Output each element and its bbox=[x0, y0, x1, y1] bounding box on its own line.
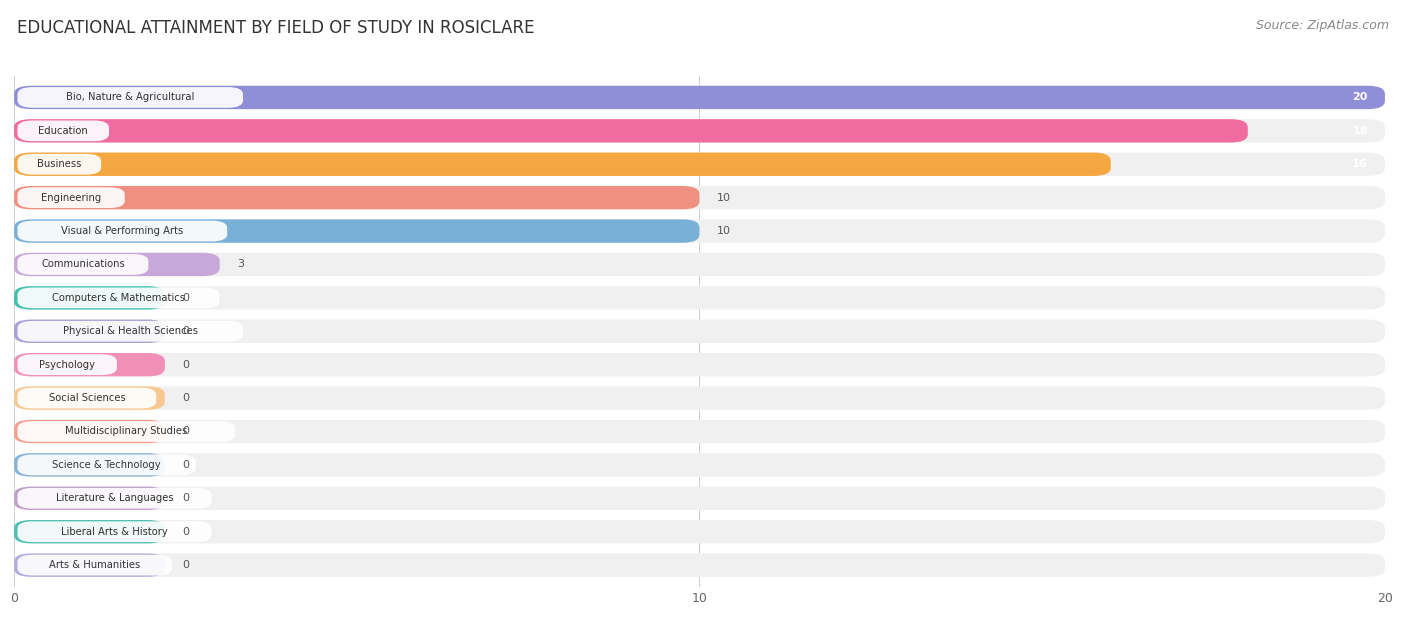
FancyBboxPatch shape bbox=[14, 553, 165, 577]
FancyBboxPatch shape bbox=[14, 86, 1385, 109]
FancyBboxPatch shape bbox=[17, 555, 172, 575]
FancyBboxPatch shape bbox=[14, 386, 1385, 410]
Text: 20: 20 bbox=[1353, 92, 1368, 102]
FancyBboxPatch shape bbox=[17, 387, 156, 408]
FancyBboxPatch shape bbox=[14, 319, 1385, 343]
FancyBboxPatch shape bbox=[14, 220, 700, 243]
FancyBboxPatch shape bbox=[14, 220, 1385, 243]
FancyBboxPatch shape bbox=[14, 453, 165, 476]
Text: Multidisciplinary Studies: Multidisciplinary Studies bbox=[65, 427, 187, 437]
Text: Education: Education bbox=[38, 126, 89, 136]
FancyBboxPatch shape bbox=[17, 321, 243, 341]
Text: Source: ZipAtlas.com: Source: ZipAtlas.com bbox=[1256, 19, 1389, 32]
Text: Arts & Humanities: Arts & Humanities bbox=[49, 560, 141, 570]
FancyBboxPatch shape bbox=[14, 520, 1385, 543]
Text: Computers & Mathematics: Computers & Mathematics bbox=[52, 293, 186, 303]
FancyBboxPatch shape bbox=[14, 487, 1385, 510]
FancyBboxPatch shape bbox=[14, 286, 165, 310]
FancyBboxPatch shape bbox=[17, 154, 101, 175]
Text: Literature & Languages: Literature & Languages bbox=[56, 493, 173, 504]
FancyBboxPatch shape bbox=[14, 253, 219, 276]
FancyBboxPatch shape bbox=[14, 186, 1385, 209]
Text: Social Sciences: Social Sciences bbox=[49, 393, 125, 403]
Text: Visual & Performing Arts: Visual & Performing Arts bbox=[62, 226, 183, 236]
Text: 3: 3 bbox=[236, 259, 243, 269]
FancyBboxPatch shape bbox=[14, 353, 165, 376]
Text: Science & Technology: Science & Technology bbox=[52, 460, 160, 470]
FancyBboxPatch shape bbox=[17, 87, 243, 108]
Text: 16: 16 bbox=[1353, 159, 1368, 169]
FancyBboxPatch shape bbox=[14, 186, 700, 209]
FancyBboxPatch shape bbox=[14, 386, 165, 410]
FancyBboxPatch shape bbox=[14, 520, 165, 543]
FancyBboxPatch shape bbox=[14, 253, 1385, 276]
FancyBboxPatch shape bbox=[17, 488, 211, 509]
Text: Communications: Communications bbox=[41, 259, 125, 269]
Text: 0: 0 bbox=[181, 293, 188, 303]
Text: Engineering: Engineering bbox=[41, 192, 101, 203]
Text: 0: 0 bbox=[181, 493, 188, 504]
FancyBboxPatch shape bbox=[17, 454, 195, 475]
Text: Psychology: Psychology bbox=[39, 360, 96, 370]
FancyBboxPatch shape bbox=[14, 319, 165, 343]
Text: 10: 10 bbox=[717, 226, 731, 236]
Text: Liberal Arts & History: Liberal Arts & History bbox=[60, 527, 167, 537]
FancyBboxPatch shape bbox=[14, 153, 1111, 176]
FancyBboxPatch shape bbox=[14, 553, 1385, 577]
Text: EDUCATIONAL ATTAINMENT BY FIELD OF STUDY IN ROSICLARE: EDUCATIONAL ATTAINMENT BY FIELD OF STUDY… bbox=[17, 19, 534, 37]
FancyBboxPatch shape bbox=[14, 86, 1385, 109]
Text: Bio, Nature & Agricultural: Bio, Nature & Agricultural bbox=[66, 92, 194, 102]
FancyBboxPatch shape bbox=[14, 153, 1385, 176]
Text: 0: 0 bbox=[181, 560, 188, 570]
Text: 0: 0 bbox=[181, 460, 188, 470]
FancyBboxPatch shape bbox=[14, 453, 1385, 476]
FancyBboxPatch shape bbox=[17, 254, 149, 275]
Text: 18: 18 bbox=[1353, 126, 1368, 136]
Text: 0: 0 bbox=[181, 427, 188, 437]
FancyBboxPatch shape bbox=[14, 119, 1249, 143]
FancyBboxPatch shape bbox=[14, 286, 1385, 310]
FancyBboxPatch shape bbox=[14, 420, 165, 443]
FancyBboxPatch shape bbox=[14, 487, 165, 510]
FancyBboxPatch shape bbox=[17, 187, 125, 208]
Text: 0: 0 bbox=[181, 527, 188, 537]
Text: Business: Business bbox=[37, 159, 82, 169]
FancyBboxPatch shape bbox=[17, 521, 211, 542]
FancyBboxPatch shape bbox=[17, 288, 219, 308]
Text: 0: 0 bbox=[181, 393, 188, 403]
FancyBboxPatch shape bbox=[17, 355, 117, 375]
FancyBboxPatch shape bbox=[17, 221, 228, 242]
FancyBboxPatch shape bbox=[17, 421, 235, 442]
FancyBboxPatch shape bbox=[17, 121, 110, 141]
Text: 0: 0 bbox=[181, 326, 188, 336]
Text: 10: 10 bbox=[717, 192, 731, 203]
FancyBboxPatch shape bbox=[14, 119, 1385, 143]
Text: Physical & Health Sciences: Physical & Health Sciences bbox=[63, 326, 198, 336]
FancyBboxPatch shape bbox=[14, 420, 1385, 443]
FancyBboxPatch shape bbox=[14, 353, 1385, 376]
Text: 0: 0 bbox=[181, 360, 188, 370]
